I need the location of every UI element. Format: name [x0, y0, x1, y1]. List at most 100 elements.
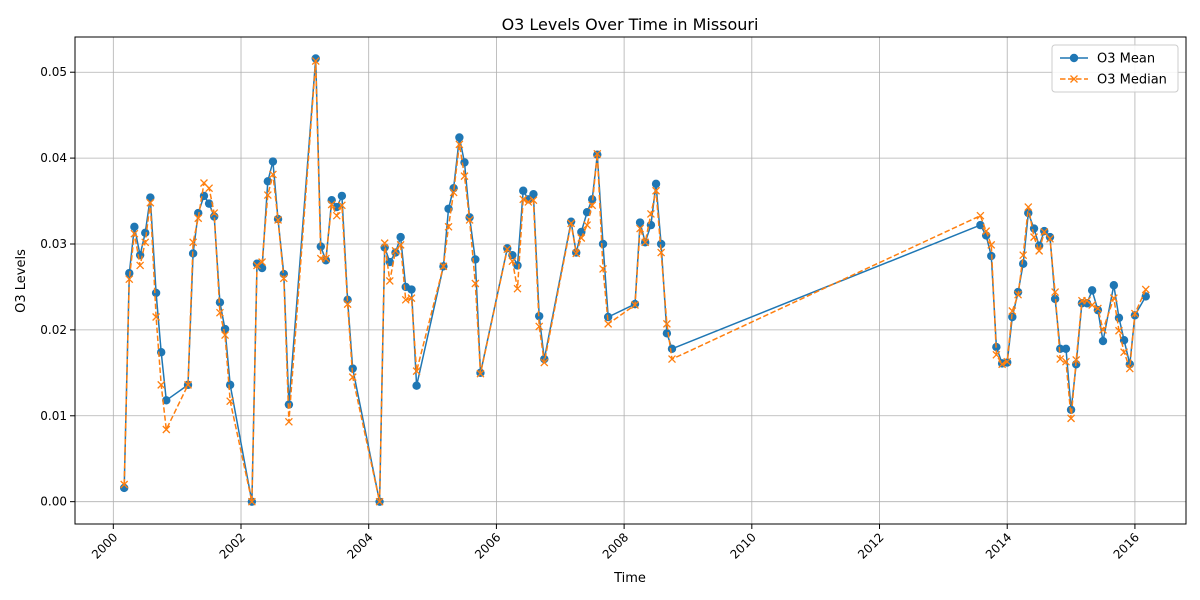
data-point — [327, 200, 336, 209]
data-point — [992, 350, 1001, 359]
y-tick-label: 0.00 — [40, 495, 67, 509]
data-point — [263, 191, 272, 199]
data-point — [412, 367, 421, 376]
data-point — [141, 228, 150, 238]
legend-marker — [1069, 53, 1079, 63]
data-point — [662, 329, 672, 338]
data-point — [194, 214, 203, 223]
data-point — [205, 184, 214, 193]
data-point — [247, 497, 256, 506]
data-point — [1008, 307, 1017, 315]
data-point — [519, 186, 528, 195]
data-point — [635, 218, 645, 227]
data-point — [657, 248, 666, 257]
data-point — [976, 220, 985, 230]
data-point — [503, 245, 512, 254]
data-point — [667, 344, 677, 353]
legend-item: O3 Mean — [1060, 52, 1155, 67]
data-point — [1120, 348, 1129, 357]
data-point — [529, 196, 538, 205]
data-point — [204, 199, 214, 208]
data-point — [401, 295, 410, 304]
legend-label: O3 Median — [1097, 73, 1167, 88]
data-point — [225, 380, 235, 390]
y-axis-label: O3 Levels — [14, 249, 29, 313]
data-point — [412, 381, 421, 390]
data-point — [396, 232, 405, 242]
data-point — [343, 300, 352, 309]
data-point — [998, 360, 1007, 369]
data-point — [1125, 364, 1134, 373]
data-point — [976, 211, 985, 220]
data-point — [1109, 294, 1118, 303]
data-point — [189, 238, 198, 247]
data-point — [476, 369, 485, 378]
data-point — [220, 324, 230, 334]
data-point — [184, 380, 192, 389]
series-line — [123, 60, 1147, 503]
data-point — [226, 397, 235, 406]
data-point — [1024, 203, 1033, 212]
data-point — [194, 208, 203, 218]
data-point — [311, 57, 320, 66]
data-point — [151, 288, 161, 298]
data-point — [583, 221, 592, 230]
data-point — [593, 149, 602, 158]
data-point — [444, 222, 453, 231]
data-point — [631, 301, 639, 309]
data-point — [1018, 259, 1028, 268]
y-tick-label: 0.05 — [40, 65, 67, 79]
data-point — [540, 358, 549, 367]
data-point — [1035, 246, 1044, 255]
data-point — [987, 240, 996, 249]
data-point — [375, 497, 384, 506]
chart-title: O3 Levels Over Time in Missouri — [502, 15, 759, 34]
data-point — [1056, 344, 1065, 353]
data-point — [311, 54, 320, 63]
data-point — [130, 229, 139, 238]
data-point — [1061, 344, 1071, 353]
data-point — [1130, 309, 1139, 318]
data-point — [1003, 357, 1012, 366]
data-point — [396, 240, 405, 249]
data-point — [1067, 414, 1076, 423]
data-point — [146, 193, 155, 202]
data-point — [162, 396, 171, 405]
data-point — [391, 248, 400, 257]
data-point — [1072, 355, 1081, 364]
data-point — [407, 285, 416, 294]
data-point — [524, 197, 533, 206]
data-point — [141, 238, 150, 247]
legend-item: O3 Median — [1060, 73, 1167, 88]
data-point — [599, 264, 608, 273]
data-point — [253, 261, 261, 270]
y-tick-label: 0.04 — [40, 151, 67, 165]
data-point — [215, 308, 224, 317]
data-point — [274, 215, 283, 224]
data-point — [656, 239, 666, 249]
data-point — [337, 191, 347, 201]
data-point — [455, 133, 464, 142]
data-point — [439, 262, 448, 271]
data-point — [529, 189, 538, 199]
data-point — [982, 227, 991, 236]
data-point — [284, 417, 293, 426]
legend-box — [1051, 44, 1179, 93]
data-point — [455, 140, 464, 149]
data-point — [1109, 281, 1119, 290]
data-point — [652, 186, 660, 195]
data-point — [258, 258, 267, 266]
legend-label: O3 Mean — [1097, 52, 1155, 67]
data-point — [1050, 294, 1060, 304]
data-point — [120, 480, 129, 489]
data-point — [588, 201, 597, 210]
data-point — [327, 195, 336, 205]
series-layer — [119, 54, 1150, 506]
data-point — [1141, 285, 1150, 294]
data-point — [566, 217, 576, 226]
data-point — [460, 172, 469, 181]
y-tick-label: 0.02 — [40, 323, 67, 337]
data-point — [1093, 304, 1102, 313]
series-o3-median — [120, 57, 1150, 506]
